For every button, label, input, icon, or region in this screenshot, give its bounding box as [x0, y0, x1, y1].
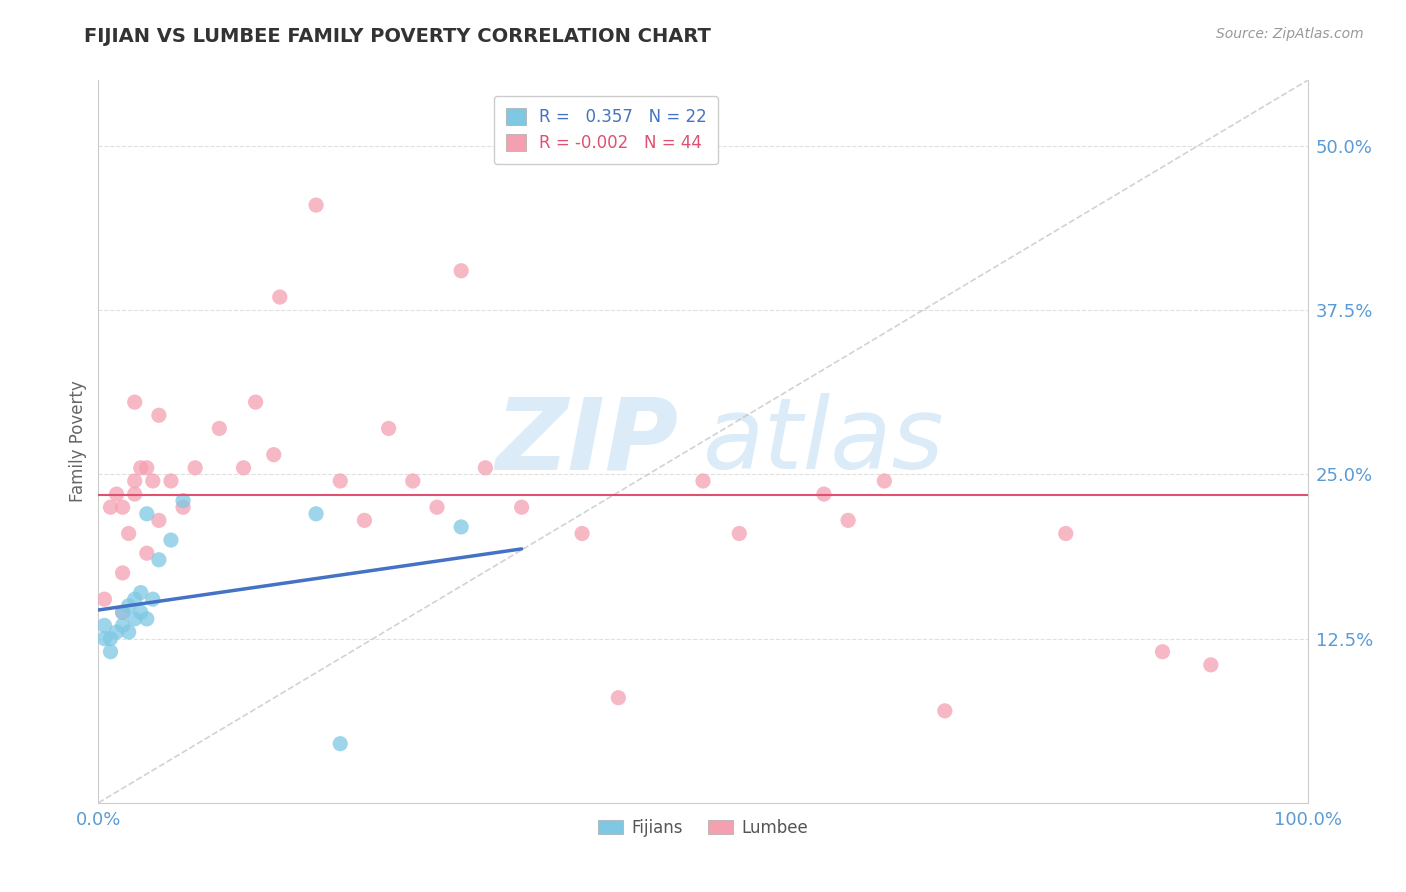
Point [111, 605, 134, 619]
Point [377, 421, 399, 435]
Point [450, 264, 472, 278]
Point [813, 487, 835, 501]
Point [1054, 526, 1077, 541]
Point [142, 474, 165, 488]
Point [450, 520, 472, 534]
Point [474, 460, 496, 475]
Point [135, 612, 157, 626]
Point [142, 592, 165, 607]
Point [692, 474, 714, 488]
Point [93, 632, 115, 646]
Point [184, 460, 207, 475]
Point [135, 546, 157, 560]
Point [129, 605, 152, 619]
Point [269, 290, 291, 304]
Point [129, 585, 152, 599]
Point [148, 409, 170, 423]
Point [135, 460, 157, 475]
Point [111, 566, 134, 580]
Point [510, 500, 533, 515]
Point [100, 632, 122, 646]
Point [172, 493, 194, 508]
Point [728, 526, 751, 541]
Point [1199, 657, 1222, 672]
Point [118, 526, 141, 541]
Point [160, 474, 183, 488]
Point [305, 198, 328, 212]
Point [100, 645, 122, 659]
Point [245, 395, 267, 409]
Point [93, 618, 115, 632]
Point [111, 618, 134, 632]
Point [402, 474, 425, 488]
Point [232, 460, 254, 475]
Point [263, 448, 285, 462]
Point [124, 592, 146, 607]
Text: ZIP: ZIP [496, 393, 679, 490]
Point [172, 500, 194, 515]
Point [934, 704, 956, 718]
Point [118, 625, 141, 640]
Text: atlas: atlas [703, 393, 945, 490]
Point [111, 500, 134, 515]
Point [124, 487, 146, 501]
Point [571, 526, 593, 541]
Point [305, 507, 328, 521]
Text: FIJIAN VS LUMBEE FAMILY POVERTY CORRELATION CHART: FIJIAN VS LUMBEE FAMILY POVERTY CORRELAT… [84, 27, 711, 45]
Point [105, 625, 128, 640]
Point [124, 395, 146, 409]
Point [160, 533, 183, 547]
Y-axis label: Family Poverty: Family Poverty [69, 381, 87, 502]
Point [837, 513, 859, 527]
Point [148, 553, 170, 567]
Point [1152, 645, 1174, 659]
Point [607, 690, 630, 705]
Point [329, 737, 352, 751]
Point [124, 612, 146, 626]
Point [118, 599, 141, 613]
Point [93, 592, 115, 607]
Point [208, 421, 231, 435]
Legend: R =   0.357   N = 22, R = -0.002   N = 44: R = 0.357 N = 22, R = -0.002 N = 44 [494, 95, 718, 164]
Point [111, 605, 134, 619]
Point [105, 487, 128, 501]
Point [124, 474, 146, 488]
Point [135, 507, 157, 521]
Point [129, 460, 152, 475]
Text: Source: ZipAtlas.com: Source: ZipAtlas.com [1216, 27, 1364, 41]
Point [329, 474, 352, 488]
Point [148, 513, 170, 527]
Point [100, 500, 122, 515]
Point [426, 500, 449, 515]
Point [353, 513, 375, 527]
Point [873, 474, 896, 488]
